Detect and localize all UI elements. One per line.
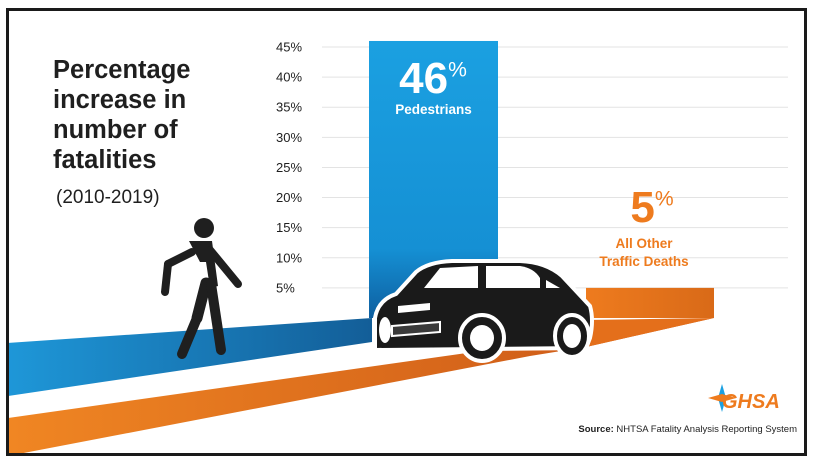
y-tick-label: 20% [276, 190, 302, 205]
y-tick-label: 10% [276, 250, 302, 265]
bar-labels: 46%Pedestrians 5% All Other Traffic Deaths [395, 54, 688, 269]
chart-subtitle: (2010-2019) [56, 187, 160, 208]
y-tick-label: 35% [276, 100, 302, 115]
bar-value-label: 5% [630, 183, 673, 232]
bar-category-label: Traffic Deaths [599, 254, 688, 269]
bar-value-label: 46% [399, 54, 467, 103]
blue-road-stripe [9, 318, 372, 396]
ghsa-logo: GHSA [708, 384, 780, 413]
orange-road-stripe [9, 318, 714, 453]
ghsa-logo-text: GHSA [722, 391, 780, 413]
orange-road-stripe-tip [586, 318, 714, 347]
bar-category-label: Pedestrians [395, 102, 472, 117]
ghsa-compass-icon [708, 384, 736, 412]
y-tick-label: 30% [276, 130, 302, 145]
chart-title: Percentage increase in number of fatalit… [53, 56, 191, 174]
pedestrian-icon [161, 218, 242, 359]
y-tick-label: 15% [276, 220, 302, 235]
y-tick-label: 5% [276, 280, 295, 295]
bar-category-label: All Other [615, 236, 673, 251]
source-text: NHTSA Fatality Analysis Reporting System [616, 424, 797, 435]
y-tick-label: 45% [276, 40, 302, 55]
source-note: Source: NHTSA Fatality Analysis Reportin… [578, 424, 797, 435]
car-icon [373, 259, 594, 363]
bar-all-other-traffic-deaths [586, 287, 714, 318]
source-label: Source: [578, 424, 614, 435]
y-axis-ticks: 45% 40% 35% 30% 25% 20% 15% 10% 5% [276, 40, 302, 296]
y-tick-label: 40% [276, 70, 302, 85]
y-tick-label: 25% [276, 160, 302, 175]
